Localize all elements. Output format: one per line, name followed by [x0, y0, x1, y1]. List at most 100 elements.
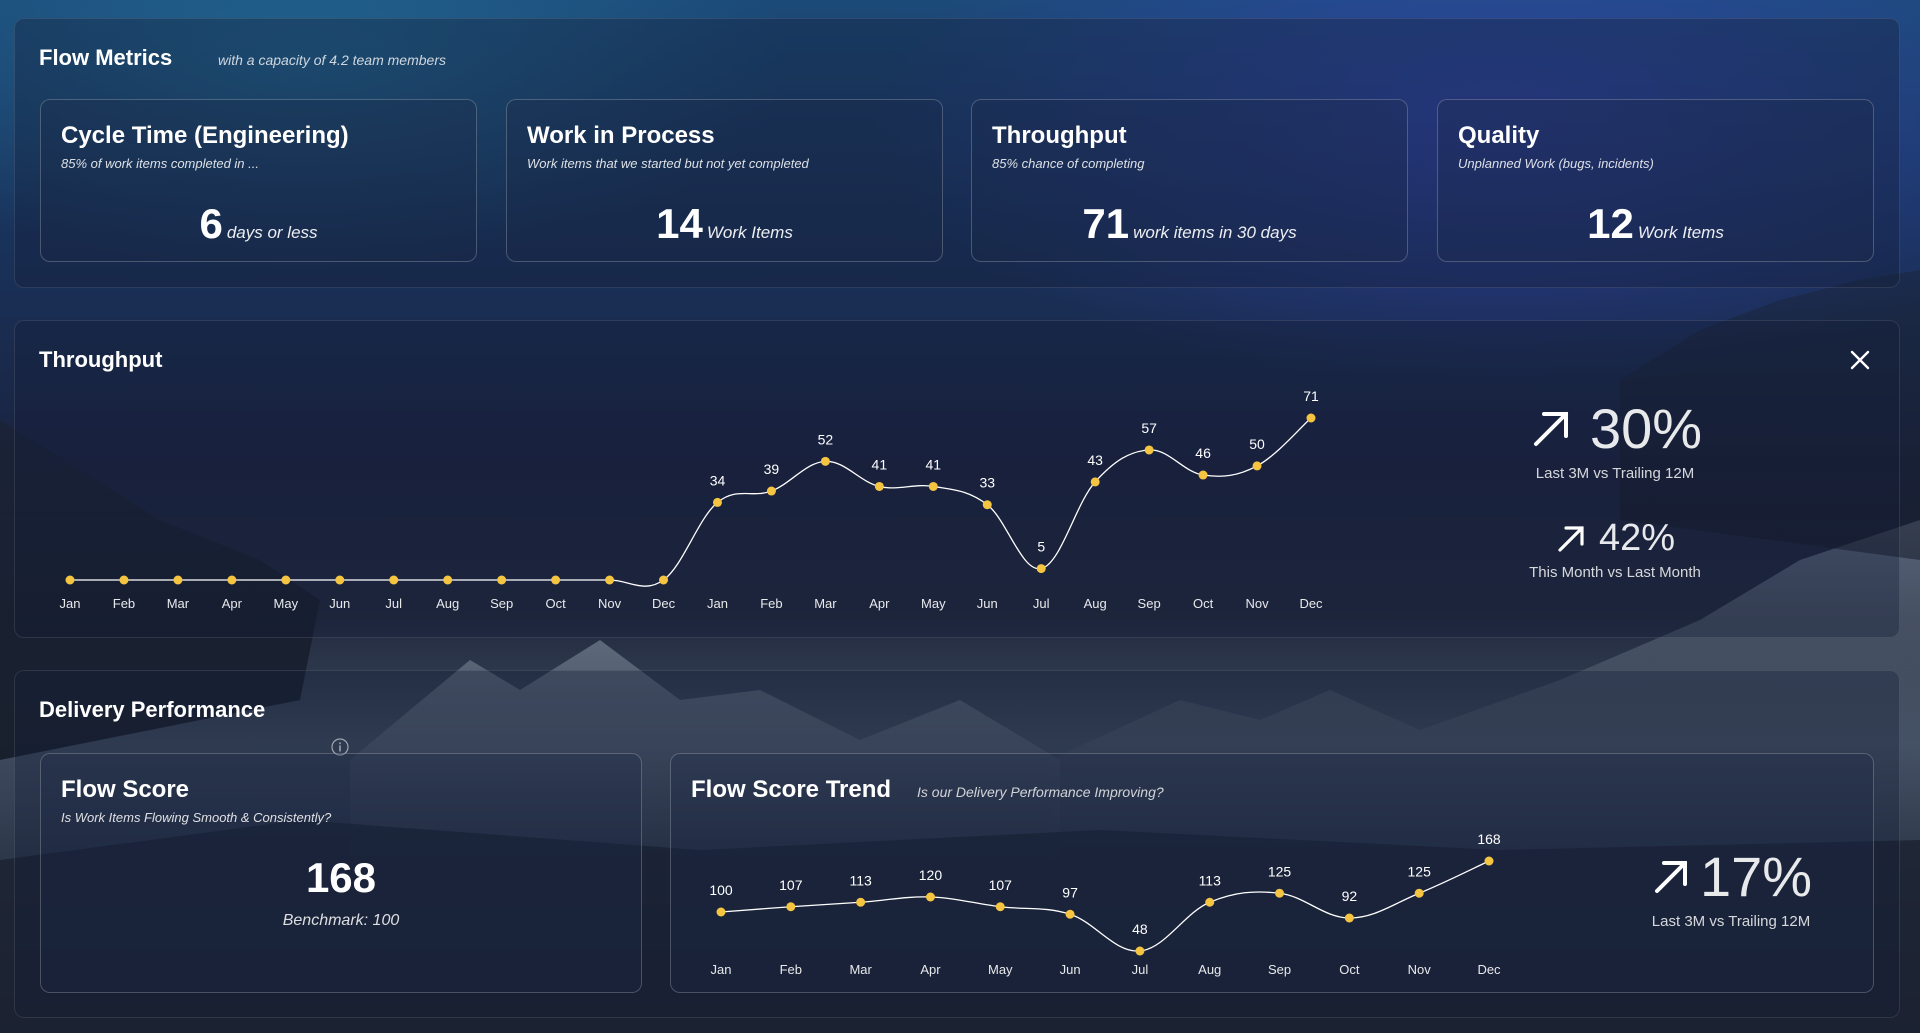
card-value: 12 Work Items [1438, 200, 1873, 248]
x-tick-label: Apr [920, 962, 941, 977]
throughput-card[interactable]: Throughput 85% chance of completing 71 wo… [971, 99, 1408, 262]
data-label: 107 [989, 877, 1013, 893]
x-tick-label: May [988, 962, 1013, 977]
data-point[interactable] [712, 497, 722, 507]
data-point[interactable] [820, 456, 830, 466]
data-point[interactable] [1275, 888, 1285, 898]
data-point[interactable] [1252, 461, 1262, 471]
flow-score-card[interactable]: Flow Score Is Work Items Flowing Smooth … [40, 753, 642, 993]
arrow-up-right-icon [1533, 411, 1568, 446]
data-point[interactable] [335, 575, 345, 585]
throughput-chart: Jan Feb Mar Apr May Jun Jul Aug Sep Oct Nov Dec 34 Ja… [60, 388, 1324, 611]
data-point[interactable] [925, 892, 935, 902]
info-icon[interactable] [330, 737, 350, 757]
data-label: 100 [709, 882, 733, 898]
flow-score-benchmark: Benchmark: 100 [282, 912, 400, 929]
x-tick-label: Feb [113, 596, 135, 611]
data-point[interactable] [1484, 856, 1494, 866]
cycle-time-card[interactable]: Cycle Time (Engineering) 85% of work ite… [40, 99, 477, 262]
card-subtitle: 85% of work items completed in ... [61, 156, 259, 171]
data-point[interactable] [659, 575, 669, 585]
data-label: 41 [926, 456, 942, 472]
data-point[interactable] [716, 907, 726, 917]
data-label: 46 [1195, 445, 1211, 461]
x-tick-label: Feb [760, 596, 782, 611]
data-point[interactable] [1205, 897, 1215, 907]
card-value-unit: work items in 30 days [1133, 223, 1297, 242]
x-tick-label: Aug [436, 596, 459, 611]
card-value-unit: Work Items [1637, 223, 1724, 242]
work-in-process-card[interactable]: Work in Process Work items that we start… [506, 99, 943, 262]
data-point[interactable] [1135, 946, 1145, 956]
data-point[interactable] [119, 575, 129, 585]
close-icon[interactable] [1847, 347, 1873, 373]
card-subtitle: Work items that we started but not yet c… [527, 156, 809, 171]
data-point[interactable] [1344, 913, 1354, 923]
data-point[interactable] [1144, 445, 1154, 455]
data-point[interactable] [497, 575, 507, 585]
data-label: 120 [919, 867, 943, 883]
data-point[interactable] [766, 486, 776, 496]
card-value: 71 work items in 30 days [972, 200, 1407, 248]
data-label: 48 [1132, 921, 1148, 937]
data-label: 97 [1062, 884, 1078, 900]
card-value-number: 71 [1082, 200, 1130, 247]
x-tick-label: Nov [1245, 596, 1269, 611]
x-tick-label: Dec [1477, 962, 1501, 977]
stat-label: Last 3M vs Trailing 12M [1535, 465, 1695, 482]
x-tick-label: Oct [1193, 596, 1214, 611]
x-tick-label: Apr [222, 596, 243, 611]
flow-score-trend-chart: 100 Jan 107 Feb 113 Mar 120 Apr 107 May 97 Jun 48 Jul… [709, 831, 1501, 977]
x-tick-label: Mar [849, 962, 872, 977]
card-value-number: 6 [199, 200, 223, 247]
series-line [70, 417, 1312, 587]
x-tick-label: Sep [1268, 962, 1291, 977]
data-point[interactable] [389, 575, 399, 585]
data-point[interactable] [227, 575, 237, 585]
x-tick-label: Jul [1033, 596, 1050, 611]
stat-label: Last 3M vs Trailing 12M [1651, 913, 1811, 930]
throughput-panel: Throughput Jan Feb Mar Apr May Jun Jul Aug Sep Oc… [14, 320, 1900, 638]
data-point[interactable] [874, 481, 884, 491]
data-point[interactable] [551, 575, 561, 585]
data-label: 107 [779, 877, 803, 893]
trend-stat: 17% Last 3M vs Trailing 12M [1611, 844, 1851, 930]
data-point[interactable] [443, 575, 453, 585]
data-point[interactable] [982, 500, 992, 510]
flow-score-trend-card[interactable]: Flow Score Trend Is our Delivery Perform… [670, 753, 1874, 993]
card-title: Throughput [992, 122, 1127, 149]
card-subtitle: Is our Delivery Performance Improving? [917, 784, 1164, 800]
data-point[interactable] [1090, 477, 1100, 487]
data-point[interactable] [1036, 564, 1046, 574]
stat-value: 17% [1699, 845, 1813, 908]
flow-metrics-panel: Flow Metrics with a capacity of 4.2 team… [14, 18, 1900, 288]
flow-score-value: 168 [305, 854, 377, 901]
data-point[interactable] [65, 575, 75, 585]
data-point[interactable] [928, 481, 938, 491]
data-point[interactable] [995, 902, 1005, 912]
data-point[interactable] [786, 902, 796, 912]
data-point[interactable] [605, 575, 615, 585]
x-tick-label: May [921, 596, 946, 611]
data-point[interactable] [281, 575, 291, 585]
x-tick-label: Mar [814, 596, 837, 611]
data-point[interactable] [1198, 470, 1208, 480]
card-title: Cycle Time (Engineering) [61, 122, 349, 149]
data-point[interactable] [856, 897, 866, 907]
data-point[interactable] [1414, 888, 1424, 898]
x-tick-label: Jul [385, 596, 402, 611]
data-point[interactable] [173, 575, 183, 585]
x-tick-label: Dec [1299, 596, 1323, 611]
data-label: 39 [764, 461, 780, 477]
flow-metrics-subtitle: with a capacity of 4.2 team members [218, 52, 446, 68]
quality-card[interactable]: Quality Unplanned Work (bugs, incidents)… [1437, 99, 1874, 262]
data-point[interactable] [1065, 909, 1075, 919]
data-label: 125 [1408, 863, 1432, 879]
throughput-title: Throughput [39, 347, 163, 372]
data-point[interactable] [1306, 413, 1316, 423]
x-tick-label: Apr [869, 596, 890, 611]
data-label: 33 [979, 475, 995, 491]
card-title: Flow Score [61, 776, 190, 803]
delivery-title: Delivery Performance [39, 697, 266, 722]
card-title: Quality [1458, 122, 1540, 149]
